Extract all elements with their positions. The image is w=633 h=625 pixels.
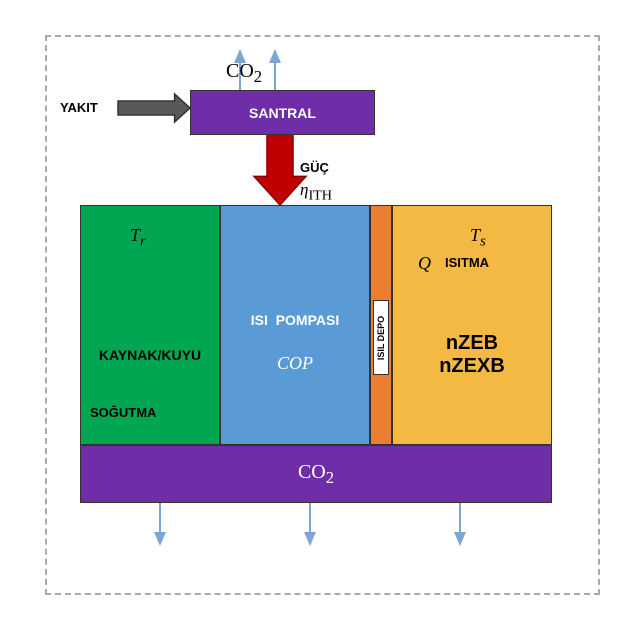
pompa-box: ISI POMPASI COP <box>220 205 370 445</box>
isitma-label: ISITMA <box>445 255 489 270</box>
pompa-label: ISI POMPASI <box>251 312 339 328</box>
yakit-label: YAKIT <box>60 100 98 115</box>
co2-bottom-label: CO2 <box>298 461 334 488</box>
q-label: Q <box>418 253 431 274</box>
sogutma-label: SOĞUTMA <box>90 405 156 420</box>
tr-label: Tr <box>130 225 146 251</box>
co2-bottom-box: CO2 <box>80 445 552 503</box>
ts-label: Ts <box>470 225 486 251</box>
nzeb-line2: nZEXB <box>439 355 505 378</box>
co2-top-label: CO2 <box>226 60 262 87</box>
guc-label: GÜÇ <box>300 160 329 175</box>
santral-label: SANTRAL <box>249 105 316 121</box>
cop-label: COP <box>277 353 313 374</box>
nzeb-line1: nZEB <box>446 332 498 355</box>
isil-depo-box: ISIL DEPO <box>373 300 389 375</box>
santral-box: SANTRAL <box>190 90 375 135</box>
kaynak-label: KAYNAK/KUYU <box>99 347 201 363</box>
eta-label: ηITH <box>300 180 332 204</box>
isil-depo-label: ISIL DEPO <box>376 315 386 359</box>
